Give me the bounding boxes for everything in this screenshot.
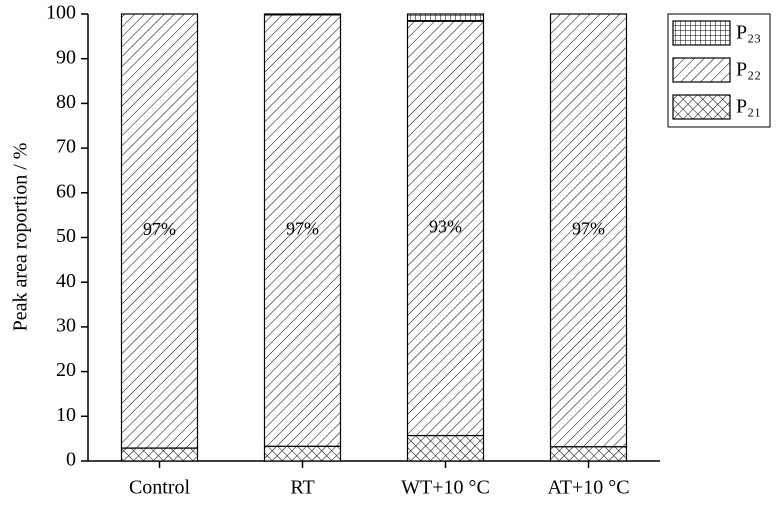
bar-segment xyxy=(406,20,485,437)
x-tick-label: RT xyxy=(290,477,314,499)
bar-segment xyxy=(120,447,199,462)
legend-swatch xyxy=(672,20,731,46)
y-tick-label: 30 xyxy=(56,314,76,336)
y-tick-label: 90 xyxy=(56,46,76,68)
legend-label: P₂₂ xyxy=(736,59,761,81)
bar-segment xyxy=(120,13,199,449)
legend-label: P₂₁ xyxy=(736,96,761,118)
bar-segment xyxy=(263,445,342,462)
y-tick-label: 60 xyxy=(56,180,76,202)
x-tick-label: AT+10 °C xyxy=(547,477,629,499)
x-tick-label: WT+10 °C xyxy=(401,477,490,499)
value-label: 97% xyxy=(143,219,176,239)
legend-swatch xyxy=(672,57,731,83)
y-axis-title: Peak area roportion / % xyxy=(10,143,32,332)
y-tick-label: 100 xyxy=(46,2,76,24)
bar-segment xyxy=(549,446,628,462)
value-label: 93% xyxy=(429,216,462,236)
legend-label: P₂₃ xyxy=(736,22,761,44)
y-tick-label: 70 xyxy=(56,136,76,158)
bar-segment xyxy=(406,13,485,22)
y-tick-label: 80 xyxy=(56,91,76,113)
value-label: 97% xyxy=(286,219,319,239)
y-tick-label: 20 xyxy=(56,359,76,381)
y-tick-label: 10 xyxy=(56,404,76,426)
value-label: 97% xyxy=(572,218,605,238)
legend-swatch xyxy=(672,94,731,120)
y-tick-label: 50 xyxy=(56,225,76,247)
x-tick-label: Control xyxy=(129,477,191,499)
y-tick-label: 0 xyxy=(66,449,76,471)
bar-segment xyxy=(263,13,342,16)
bar-segment xyxy=(263,14,342,447)
bar-segment xyxy=(406,434,485,462)
bar-segment xyxy=(549,13,628,448)
y-tick-label: 40 xyxy=(56,270,76,292)
